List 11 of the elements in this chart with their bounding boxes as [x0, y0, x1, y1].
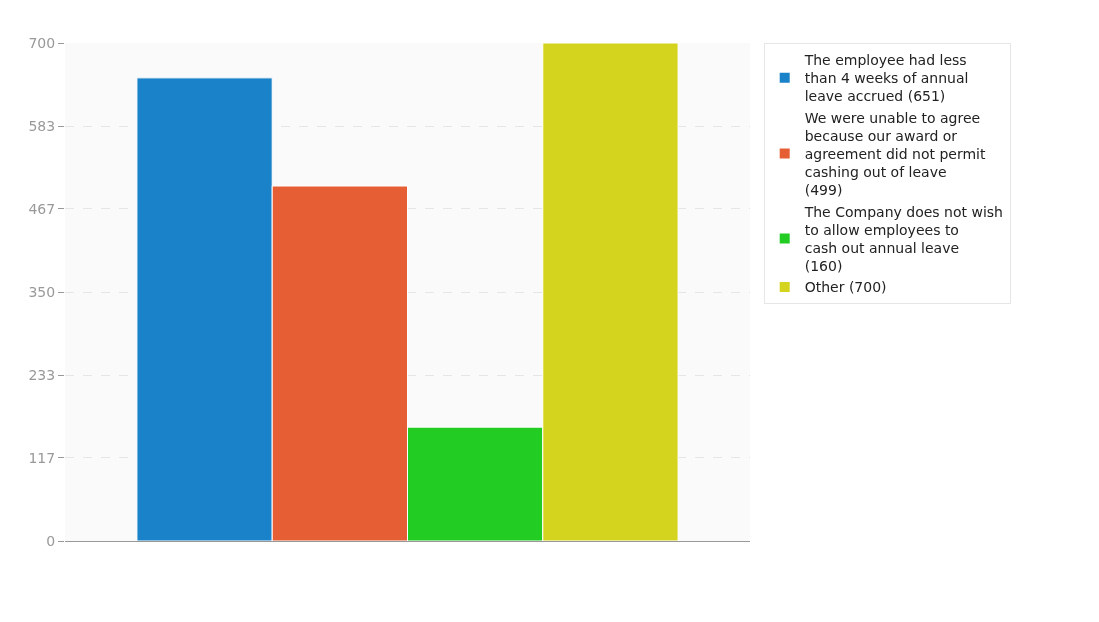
y-tick-label: 350	[28, 283, 56, 300]
y-tick-label: 583	[28, 118, 56, 135]
legend-label: We were unable to agree because our award or agreement did not permit cashing out of leave (499)	[804, 109, 986, 199]
y-tick-label: 700	[28, 34, 56, 51]
y-tick-label: 467	[28, 200, 56, 217]
legend-label: The Company does not wish to allow employees to cash out annual leave (160)	[803, 203, 1003, 275]
legend-label: Other (700)	[804, 279, 887, 296]
y-tick-label: 233	[28, 367, 56, 384]
y-tick-label: 0	[46, 532, 56, 549]
legend-label: The employee had less than 4 weeks of annual leave accrued (651)	[803, 52, 969, 105]
y-tick-label: 117	[28, 449, 56, 466]
